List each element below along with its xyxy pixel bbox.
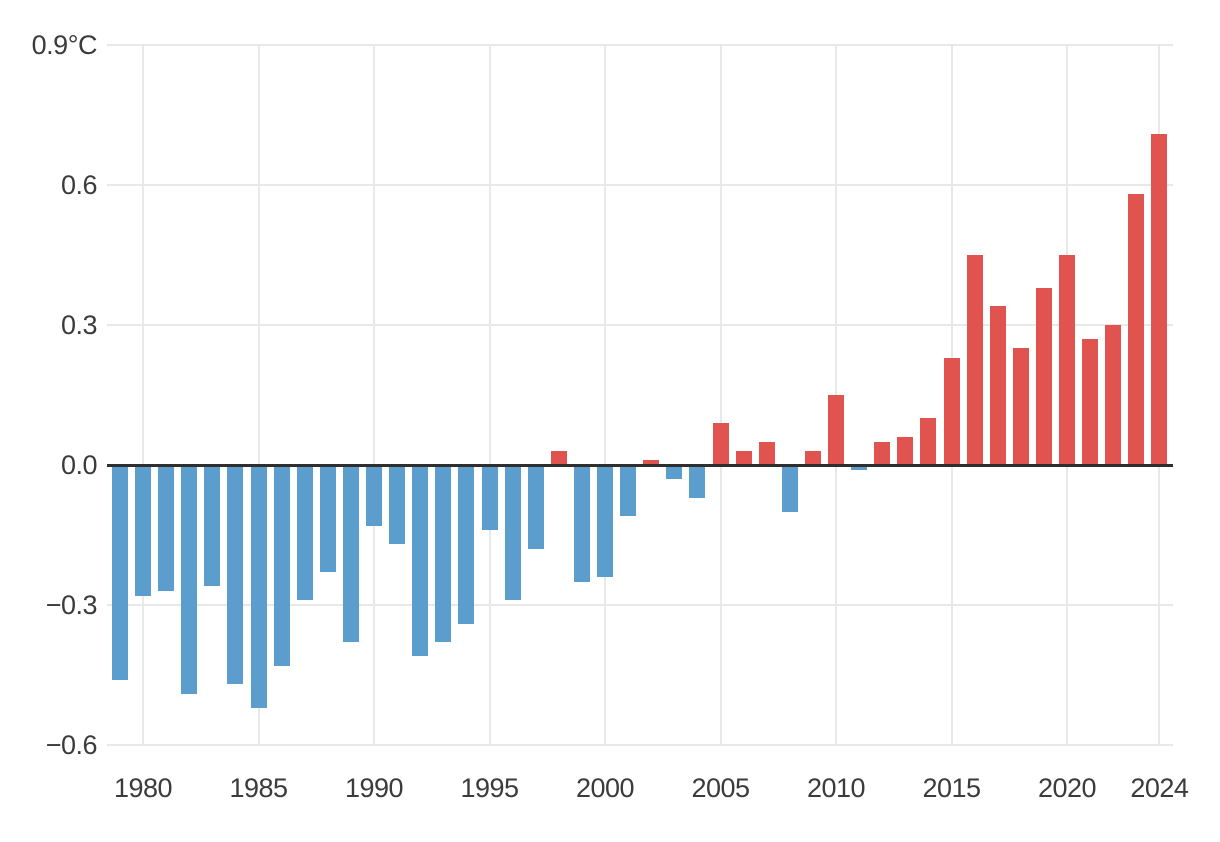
bar-2018	[1012, 348, 1029, 465]
vertical-gridline-1985	[257, 45, 260, 745]
x-tick-label-1990: 1990	[344, 773, 404, 803]
bar-1987	[296, 465, 313, 601]
horizontal-gridline-0.9	[107, 43, 1173, 46]
bar-1991	[389, 465, 406, 545]
bar-2019	[1035, 287, 1052, 465]
bar-1981	[158, 465, 175, 591]
bar-1986	[273, 465, 290, 666]
y-tick-label-0: 0.0	[60, 450, 98, 480]
bar-1989	[342, 465, 359, 643]
bar-1985	[250, 465, 267, 708]
bar-2022	[1105, 324, 1122, 465]
horizontal-gridline-0.6	[107, 183, 1173, 186]
y-tick-label-0.9: 0.9°C	[31, 29, 98, 60]
bar-2011	[851, 465, 868, 470]
bar-1984	[227, 465, 244, 685]
bar-1997	[527, 465, 544, 549]
x-tick-label-1980: 1980	[113, 773, 173, 803]
y-tick-label-0.3: 0.3	[60, 309, 98, 340]
bar-2013	[897, 436, 914, 465]
bar-1988	[319, 465, 336, 573]
bar-2008	[781, 465, 798, 512]
x-tick-label-2005: 2005	[691, 773, 750, 803]
bar-1994	[458, 465, 475, 624]
x-tick-label-2015: 2015	[922, 773, 981, 803]
vertical-gridline-1990	[373, 45, 375, 745]
bar-1998	[550, 451, 567, 465]
bar-1993	[435, 465, 452, 643]
vertical-gridline-2005	[719, 45, 722, 745]
bar-1983	[204, 465, 221, 587]
x-tick-label-2010: 2010	[806, 773, 866, 803]
bar-2007	[758, 441, 775, 465]
bar-1979	[111, 465, 128, 680]
bar-2005	[712, 422, 729, 465]
bar-2012	[874, 441, 891, 465]
x-tick-label-2020: 2020	[1037, 773, 1097, 803]
y-tick-label--0.6: −0.6	[45, 730, 98, 760]
bar-2000	[597, 465, 613, 577]
horizontal-gridline--0.6	[107, 744, 1173, 746]
zero-baseline	[107, 463, 1173, 467]
bar-2004	[689, 465, 706, 498]
bar-2020	[1059, 254, 1075, 465]
bar-1999	[573, 465, 590, 582]
x-tick-label-2024: 2024	[1130, 773, 1189, 803]
y-tick-label--0.3: −0.3	[45, 590, 98, 620]
vertical-gridline-2000	[604, 45, 606, 745]
bar-2014	[920, 418, 937, 465]
horizontal-gridline--0.3	[107, 604, 1173, 606]
bar-2021	[1082, 338, 1099, 465]
bar-2002	[643, 460, 660, 465]
x-tick-label-1995: 1995	[460, 773, 519, 803]
bar-2016	[966, 254, 983, 465]
bar-2009	[804, 451, 821, 465]
x-tick-label-2000: 2000	[575, 773, 635, 803]
bar-2023	[1128, 194, 1145, 465]
bar-2001	[620, 465, 637, 517]
bar-1980	[135, 465, 151, 596]
bar-1990	[366, 465, 382, 526]
vertical-gridline-1980	[142, 45, 144, 745]
bar-2024	[1151, 133, 1168, 465]
bar-2010	[828, 394, 844, 465]
bar-2006	[735, 451, 752, 465]
bar-2017	[989, 306, 1006, 465]
horizontal-gridline-0.3	[107, 323, 1173, 326]
y-tick-label-0.6: 0.6	[60, 169, 98, 200]
bar-1992	[412, 465, 429, 657]
bar-1982	[181, 465, 198, 694]
vertical-gridline-1995	[488, 45, 491, 745]
x-tick-label-1985: 1985	[229, 773, 288, 803]
bar-2015	[943, 357, 960, 465]
bar-2003	[666, 465, 683, 479]
bar-1996	[504, 465, 521, 601]
bar-1995	[481, 465, 498, 531]
